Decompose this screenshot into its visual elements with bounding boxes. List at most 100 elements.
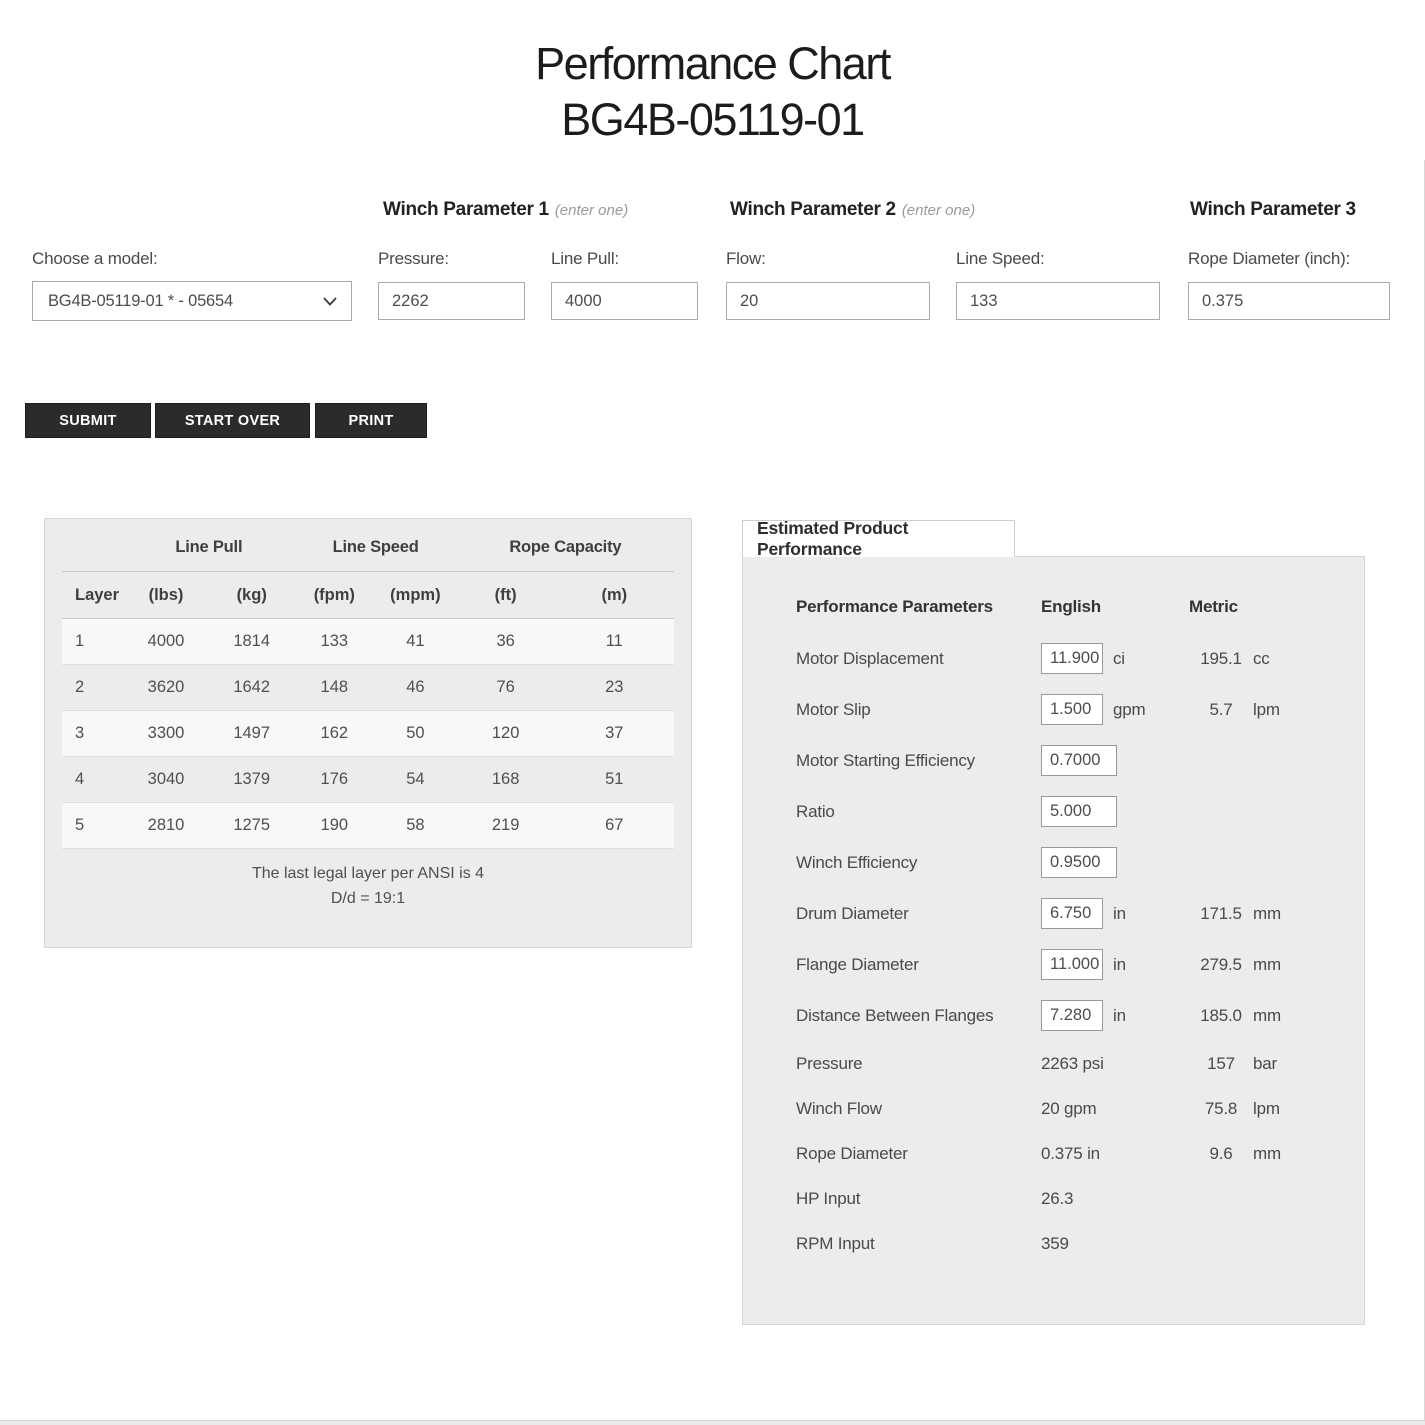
table-row: 3 3300 1497 162 50 120 37	[62, 710, 674, 757]
table-row: 2 3620 1642 148 46 76 23	[62, 664, 674, 711]
parameter-input[interactable]	[1041, 643, 1103, 674]
table-cell: 1	[62, 618, 124, 665]
start-over-button[interactable]: START OVER	[155, 403, 310, 438]
table-cell: 23	[554, 664, 674, 711]
metric-value: 185.0	[1200, 1005, 1242, 1025]
table-cell: 1379	[208, 756, 295, 803]
parameter-label: Rope Diameter	[796, 1143, 908, 1163]
performance-row: RPM Input 359	[796, 1221, 1364, 1266]
english-value: 2263 psi	[1041, 1053, 1104, 1073]
performance-row: Motor Starting Efficiency	[796, 735, 1364, 786]
table-cell: 4	[62, 756, 124, 803]
table-cell: 219	[456, 802, 555, 849]
parameter-input[interactable]	[1041, 898, 1103, 929]
table-cell: 3040	[123, 756, 209, 803]
rope-diameter-input[interactable]	[1188, 282, 1390, 320]
performance-row: Winch Flow 20 gpm 75.8 lpm	[796, 1086, 1364, 1131]
english-unit: in	[1113, 1005, 1126, 1025]
table-row: 1 4000 1814 133 41 36 11	[62, 618, 674, 665]
performance-parameters-header: Performance Parameters	[796, 597, 993, 616]
table-cell: 41	[374, 618, 457, 665]
english-value: 20 gpm	[1041, 1098, 1097, 1118]
table-row: 4 3040 1379 176 54 168 51	[62, 756, 674, 803]
estimated-performance-panel: Performance Parameters English Metric Mo…	[742, 556, 1365, 1325]
table-cell: 3	[62, 710, 124, 757]
page-title-line1: Performance Chart	[535, 38, 891, 89]
parameter-label: Motor Displacement	[796, 648, 944, 668]
winch-parameter-2-hint: (enter one)	[901, 202, 976, 219]
parameter-label: Motor Slip	[796, 699, 871, 719]
performance-row: Winch Efficiency	[796, 837, 1364, 888]
table-cell: 5	[62, 802, 124, 849]
table-cell: 36	[456, 618, 555, 665]
english-header: English	[1041, 597, 1101, 616]
line-pull-input[interactable]	[551, 282, 698, 320]
parameter-label: Distance Between Flanges	[796, 1005, 994, 1025]
estimated-performance-tab[interactable]: Estimated Product Performance	[742, 518, 1015, 559]
parameter-input[interactable]	[1041, 694, 1103, 725]
chevron-down-icon	[323, 296, 337, 306]
table-cell: 190	[294, 802, 375, 849]
table-cell: 1642	[208, 664, 295, 711]
metric-value: 195.1	[1200, 648, 1242, 668]
flow-label: Flow:	[726, 249, 766, 268]
ansi-footnote: The last legal layer per ANSI is 4	[251, 865, 485, 882]
english-value-cell: ci	[1041, 643, 1189, 674]
parameter-input[interactable]	[1041, 796, 1117, 827]
winch-parameter-1-heading: Winch Parameter 1 (enter one)	[383, 199, 628, 221]
table-cell: 176	[294, 756, 375, 803]
line-speed-group-header: Line Speed	[294, 519, 457, 572]
table-cell: 162	[294, 710, 375, 757]
table-cell: 50	[374, 710, 457, 757]
submit-button[interactable]: SUBMIT	[25, 403, 151, 438]
performance-row: Distance Between Flanges in 185.0 mm	[796, 990, 1364, 1041]
performance-row: Drum Diameter in 171.5 mm	[796, 888, 1364, 939]
parameter-input[interactable]	[1041, 847, 1117, 878]
english-value-cell: 26.3	[1041, 1189, 1189, 1209]
parameter-label: Winch Efficiency	[796, 852, 918, 872]
parameter-input[interactable]	[1041, 1000, 1103, 1031]
metric-value: 75.8	[1204, 1098, 1238, 1118]
metric-unit: lpm	[1253, 699, 1280, 719]
rope-diameter-label: Rope Diameter (inch):	[1188, 249, 1351, 268]
parameter-label: HP Input	[796, 1188, 861, 1208]
table-cell: 2	[62, 664, 124, 711]
pressure-input[interactable]	[378, 282, 525, 320]
parameter-label: Drum Diameter	[796, 903, 909, 923]
line-speed-label: Line Speed:	[956, 249, 1045, 268]
flow-input[interactable]	[726, 282, 930, 320]
print-button[interactable]: PRINT	[315, 403, 427, 438]
english-value-cell	[1041, 847, 1189, 878]
parameter-input[interactable]	[1041, 949, 1103, 980]
english-value-cell: in	[1041, 949, 1189, 980]
metric-value: 9.6	[1209, 1143, 1233, 1163]
english-unit: ci	[1113, 648, 1125, 668]
table-cell: 67	[554, 802, 674, 849]
english-value-cell: gpm	[1041, 694, 1189, 725]
parameter-label: Motor Starting Efficiency	[796, 750, 975, 770]
metric-value: 279.5	[1200, 954, 1242, 974]
winch-parameter-2-heading: Winch Parameter 2 (enter one)	[730, 199, 975, 221]
model-select[interactable]: BG4B-05119-01 * - 05654	[32, 281, 352, 321]
winch-parameter-1-title: Winch Parameter 1	[383, 199, 549, 220]
performance-row: Pressure 2263 psi 157 bar	[796, 1041, 1364, 1086]
dd-ratio-footnote: D/d = 19:1	[330, 890, 406, 907]
layer-table-body: 1 4000 1814 133 41 36 11 2 3620 1642 148 46 76 23 3 330…	[62, 618, 674, 849]
performance-row: HP Input 26.3	[796, 1176, 1364, 1221]
table-cell: 1814	[208, 618, 295, 665]
metric-unit: lpm	[1253, 1098, 1280, 1118]
table-cell: 120	[456, 710, 555, 757]
line-speed-input[interactable]	[956, 282, 1160, 320]
parameter-input[interactable]	[1041, 745, 1117, 776]
layer-table-subheader-row: Layer (lbs) (kg) (fpm) (mpm) (ft) (m)	[62, 571, 674, 619]
model-select-value: BG4B-05119-01 * - 05654	[48, 291, 233, 310]
table-cell: 148	[294, 664, 375, 711]
page-bottom-scrollbar[interactable]	[0, 1420, 1425, 1425]
layer-table-column-header: (lbs)	[123, 571, 209, 619]
winch-parameter-2-title: Winch Parameter 2	[730, 199, 896, 220]
layer-table-column-header: (fpm)	[294, 571, 375, 619]
english-value-cell: 0.375 in	[1041, 1144, 1189, 1164]
table-cell: 3620	[123, 664, 209, 711]
english-value: 26.3	[1041, 1188, 1074, 1208]
english-value: 0.375 in	[1041, 1143, 1100, 1163]
